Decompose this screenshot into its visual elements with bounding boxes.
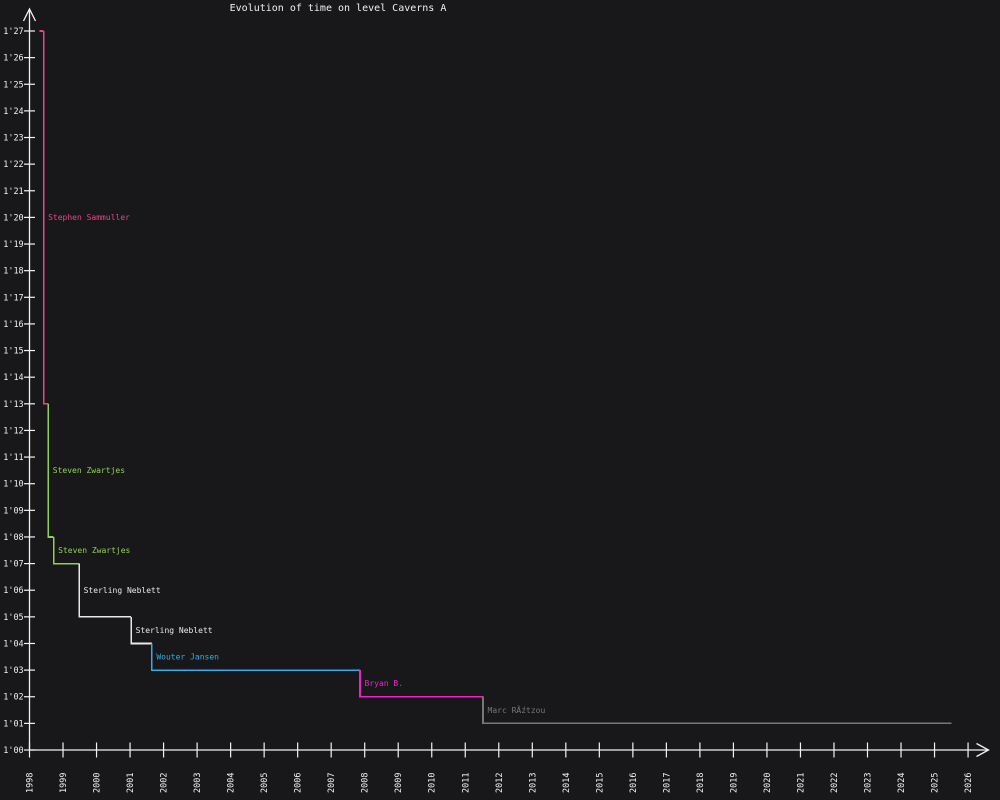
x-tick-label: 2020 — [763, 773, 773, 793]
y-tick-label: 1'07 — [3, 560, 23, 570]
x-tick-label: 2002 — [160, 773, 170, 793]
x-tick-label: 2007 — [327, 773, 337, 793]
x-tick-label: 2000 — [93, 773, 103, 793]
record-segment — [151, 643, 361, 671]
y-tick-label: 1'04 — [3, 639, 23, 649]
y-tick-label: 1'06 — [3, 586, 23, 596]
x-tick-label: 2023 — [864, 773, 874, 793]
y-tick-label: 1'22 — [3, 160, 23, 170]
y-tick-label: 1'13 — [3, 400, 23, 410]
record-segment — [482, 696, 952, 725]
x-tick-label: 2016 — [629, 773, 639, 793]
y-tick-label: 1'11 — [3, 453, 23, 463]
x-tick-label: 2010 — [428, 773, 438, 793]
x-tick-label: 2024 — [897, 773, 907, 793]
x-tick-label: 2006 — [294, 773, 304, 793]
x-tick-label: 2025 — [931, 773, 941, 793]
y-tick-label: 1'21 — [3, 187, 23, 197]
y-tick-label: 1'01 — [3, 719, 23, 729]
x-tick-label: 2026 — [964, 773, 974, 793]
x-tick-label: 2004 — [227, 773, 237, 793]
y-tick-label: 1'23 — [3, 134, 23, 144]
y-tick-label: 1'12 — [3, 426, 23, 436]
y-tick-label: 1'15 — [3, 347, 23, 357]
y-tick-label: 1'24 — [3, 107, 23, 117]
x-tick-label: 2013 — [528, 773, 538, 793]
chart-title: Evolution of time on level Caverns A — [229, 3, 447, 14]
y-tick-label: 1'18 — [3, 267, 23, 277]
y-tick-label: 1'14 — [3, 373, 23, 383]
y-tick-label: 1'25 — [3, 80, 23, 90]
x-tick-label: 1999 — [59, 773, 69, 793]
record-label: Steven Zwartjes — [58, 546, 130, 555]
record-segment — [52, 536, 80, 565]
x-tick-label: 2015 — [595, 773, 605, 793]
y-tick-label: 1'20 — [3, 213, 23, 223]
x-tick-label: 2012 — [495, 773, 505, 793]
x-tick-label: 2022 — [830, 773, 840, 793]
record-segment — [78, 563, 132, 618]
x-tick-label: 2011 — [461, 773, 471, 793]
x-tick-label: 2021 — [796, 773, 806, 793]
x-tick-label: 2008 — [361, 773, 371, 793]
y-tick-label: 1'05 — [3, 613, 23, 623]
y-tick-label: 1'10 — [3, 480, 23, 490]
y-tick-label: 1'00 — [3, 746, 23, 756]
record-label: Sterling Neblett — [136, 626, 213, 635]
record-segment — [130, 616, 152, 645]
x-tick-label: 2003 — [193, 773, 203, 793]
x-tick-label: 2001 — [126, 773, 136, 793]
record-label: Bryan B. — [365, 679, 404, 688]
y-tick-label: 1'03 — [3, 666, 23, 676]
x-tick-label: 2009 — [394, 773, 404, 793]
y-tick-label: 1'08 — [3, 533, 23, 543]
y-tick-label: 1'02 — [3, 693, 23, 703]
y-tick-label: 1'19 — [3, 240, 23, 250]
record-label: Marc RĂźtzou — [488, 704, 546, 715]
x-tick-label: 2014 — [562, 773, 572, 793]
x-tick-label: 2017 — [662, 773, 672, 793]
y-tick-label: 1'17 — [3, 293, 23, 303]
record-segment — [42, 30, 49, 405]
y-axis-arrow-icon — [22, 7, 37, 22]
y-tick-label: 1'27 — [3, 27, 23, 37]
y-tick-label: 1'16 — [3, 320, 23, 330]
record-segment — [47, 403, 54, 538]
record-segment — [359, 670, 484, 698]
x-tick-label: 2005 — [260, 773, 270, 793]
record-label: Steven Zwartjes — [53, 466, 125, 475]
y-tick-label: 1'26 — [3, 54, 23, 64]
x-tick-label: 2018 — [696, 773, 706, 793]
record-label: Sterling Neblett — [84, 586, 161, 595]
y-tick-label: 1'09 — [3, 506, 23, 516]
record-label: Wouter Jansen — [156, 653, 219, 662]
x-tick-label: 1998 — [26, 773, 36, 793]
x-axis-arrow-icon — [976, 742, 990, 758]
record-label: Stephen Sammuller — [48, 213, 130, 222]
x-tick-label: 2019 — [729, 773, 739, 793]
